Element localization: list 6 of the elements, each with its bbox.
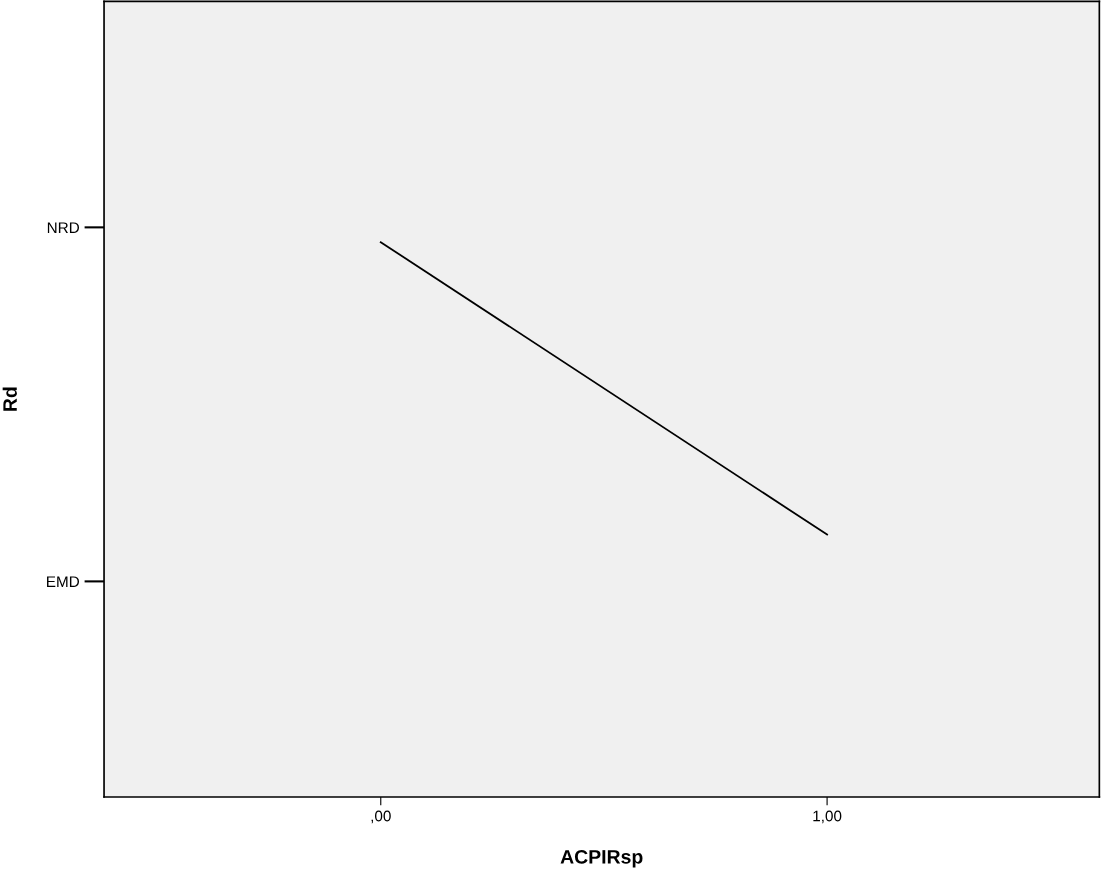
category-label: NRD bbox=[47, 222, 80, 233]
x-tick-label: ,00 bbox=[371, 810, 391, 824]
x-tick-label: 1,00 bbox=[813, 810, 842, 824]
category-label: EMD bbox=[47, 576, 80, 587]
x-axis-title: ACPIRsp bbox=[560, 849, 643, 868]
y-axis-title: Rd bbox=[2, 387, 17, 411]
